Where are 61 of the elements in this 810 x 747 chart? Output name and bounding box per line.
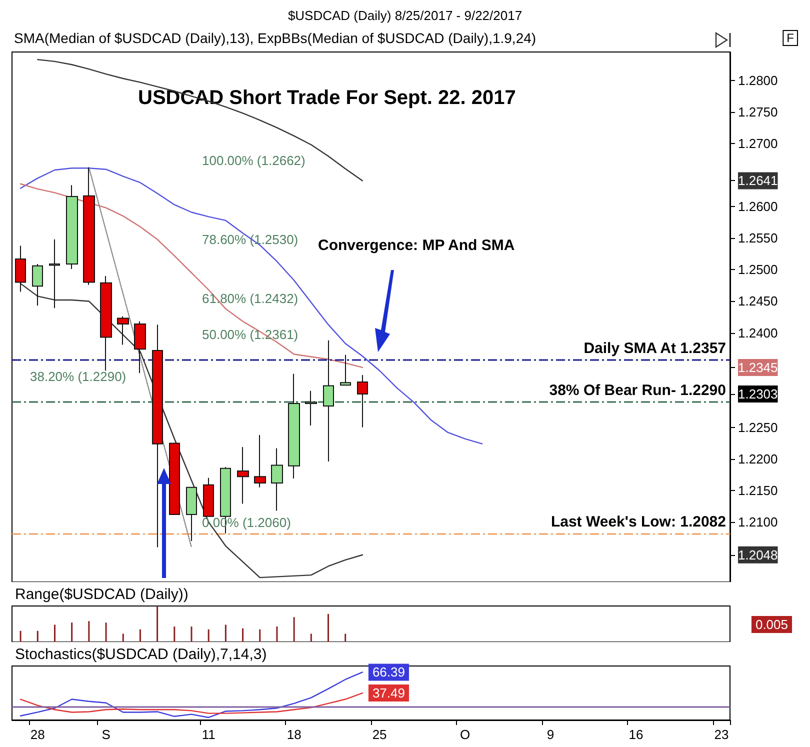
- y-tick-label: 1.2450: [738, 294, 778, 309]
- data-label: 37.49: [372, 686, 405, 701]
- y-tick-label: 1.2400: [738, 325, 778, 340]
- ref-line-label: Last Week's Low: 1.2082: [550, 513, 726, 530]
- candlestick: [83, 166, 95, 286]
- y-tick-label: 1.2600: [738, 199, 778, 214]
- x-tick-label: 9: [546, 727, 554, 742]
- candlestick: [134, 320, 146, 374]
- y-tick-label: 1.2500: [738, 262, 778, 278]
- x-tick-label: 25: [372, 727, 387, 742]
- text: F: [786, 31, 794, 45]
- y-tick-label: 1.2200: [738, 451, 778, 466]
- y-tick-label: 1.2641: [738, 173, 778, 188]
- candlestick: [169, 442, 180, 515]
- chart-title: Stochastics($USDCAD (Daily),7,14,3): [15, 646, 267, 663]
- candlestick: [186, 486, 197, 542]
- x-tick-label: 23: [714, 727, 729, 742]
- candlestick: [340, 354, 351, 386]
- candlestick: [152, 324, 163, 548]
- annotation: 38.20% (1.2290): [30, 369, 126, 384]
- candlestick: [237, 446, 249, 504]
- y-tick-label: 1.2303: [738, 386, 778, 402]
- x-tick-label: 16: [628, 727, 644, 742]
- x-tick-label: 18: [286, 727, 302, 742]
- y-tick-label: 1.2048: [738, 547, 778, 562]
- annotation: 100.00% (1.2662): [202, 153, 306, 168]
- candlestick: [357, 374, 368, 428]
- y-tick-label: 1.2100: [738, 514, 778, 530]
- data-label: 66.39: [372, 664, 405, 680]
- x-tick-label: 28: [30, 727, 45, 742]
- candlestick: [49, 238, 60, 309]
- candlestick: [15, 245, 26, 292]
- candlestick: [100, 275, 112, 372]
- x-tick-label: 11: [202, 727, 216, 742]
- text: 0.005: [755, 617, 788, 632]
- ref-line-label: Daily SMA At 1.2357: [584, 340, 726, 357]
- y-tick-label: 1.2800: [738, 72, 778, 88]
- annotation: 78.60% (1.2530): [202, 232, 298, 247]
- y-tick-label: 1.2250: [738, 420, 778, 435]
- y-tick-label: 1.2550: [738, 230, 778, 246]
- candlestick: [32, 264, 43, 306]
- candlestick: [271, 448, 283, 512]
- candlestick: [254, 434, 266, 488]
- chart-title: Range($USDCAD (Daily)): [15, 586, 188, 603]
- annotation: Convergence: MP And SMA: [318, 237, 515, 254]
- y-tick-label: 1.2345: [738, 360, 778, 375]
- x-tick-label: S: [102, 727, 111, 742]
- y-tick-label: 1.2700: [738, 136, 778, 151]
- candlestick: [203, 477, 214, 517]
- candlestick: [305, 390, 317, 426]
- candlestick: [288, 373, 300, 480]
- y-tick-label: 1.2150: [738, 483, 778, 498]
- ref-line-label: 38% Of Bear Run- 1.2290: [549, 382, 726, 400]
- x-tick-label: O: [460, 727, 470, 742]
- text: SMA(Median of $USDCAD (Daily),13), ExpBBs(Median of $USDCAD (Daily),1.9,24): [14, 30, 536, 46]
- candlestick: [66, 184, 78, 270]
- y-tick-label: 1.2750: [738, 104, 778, 120]
- line-series: [20, 167, 483, 444]
- candlestick: [323, 340, 334, 462]
- candlestick: [117, 316, 129, 346]
- chart-subtitle: $USDCAD (Daily) 8/25/2017 - 9/22/2017: [286, 8, 524, 25]
